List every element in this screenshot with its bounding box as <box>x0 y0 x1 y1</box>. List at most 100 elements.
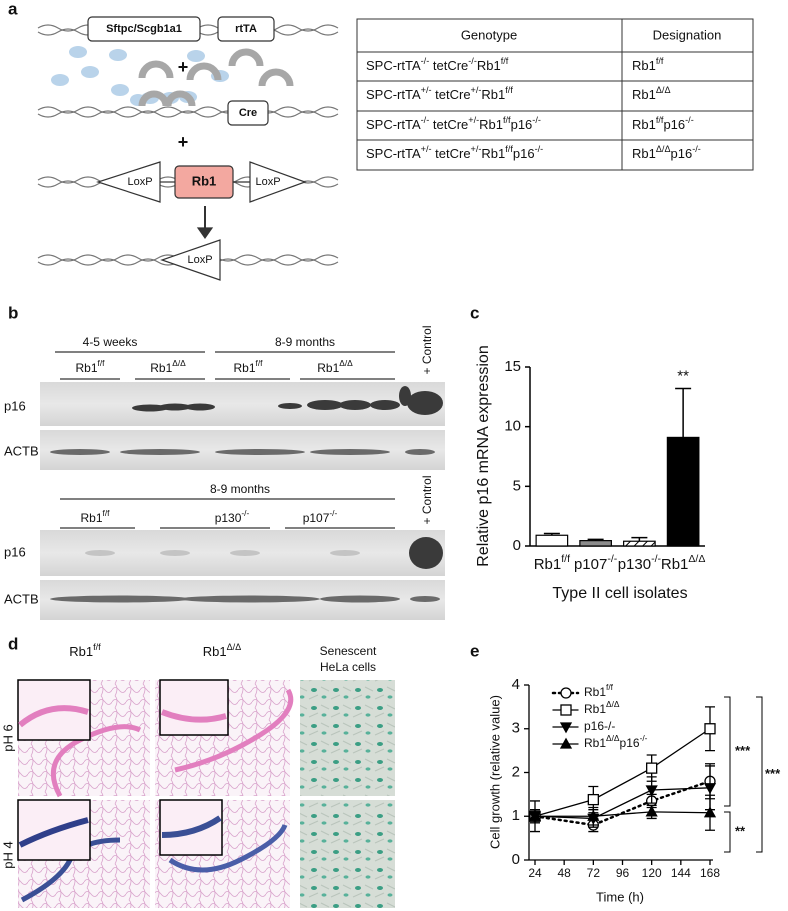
significance: ** <box>677 367 689 384</box>
significance-bracket <box>724 811 731 853</box>
x-tick-label: Rb1f/f <box>534 553 570 573</box>
x-tick-label: 144 <box>671 866 691 880</box>
table-header: Genotype <box>461 27 517 42</box>
loxp-label: LoxP <box>255 176 280 188</box>
text-part: Δ/Δ <box>606 733 620 743</box>
marker <box>703 783 717 795</box>
text-part: SPC-rtTA <box>366 58 421 73</box>
text-part: f/f <box>501 56 509 66</box>
blot-row-label: p16 <box>4 398 26 413</box>
blot-row-label: p16 <box>4 544 26 559</box>
column-label: Senescent <box>320 644 377 658</box>
text-part: p130 <box>215 511 242 525</box>
text-part: Δ/Δ <box>172 358 186 368</box>
series-line <box>534 728 711 817</box>
lane-label: Rb1f/f <box>234 358 264 375</box>
legend-label: Rb1Δ/Δp16-/- <box>584 733 648 750</box>
text-part: Rb1 <box>632 58 656 73</box>
column-label: Rb1Δ/Δ <box>203 642 242 659</box>
text-part: f/f <box>656 56 664 66</box>
series-line <box>533 780 712 827</box>
text-part: SPC-rtTA <box>366 117 421 132</box>
column-label: HeLa cells <box>320 660 376 674</box>
x-tick-label: p130-/- <box>618 553 662 573</box>
lane-label: p130-/- <box>215 508 250 525</box>
y-tick-label: 5 <box>513 477 521 494</box>
text-part: -/- <box>607 553 617 565</box>
text-part: f/f <box>93 642 101 652</box>
text-part: p16 <box>511 117 533 132</box>
legend-label: Rb1Δ/Δ <box>584 699 620 716</box>
text-part: Rb1 <box>81 511 103 525</box>
text-part: Rb1 <box>76 361 98 375</box>
marker <box>587 809 600 821</box>
significance: *** <box>735 743 751 758</box>
text-part: Δ/Δ <box>339 358 353 368</box>
y-tick-label: 3 <box>512 720 520 737</box>
plus-sign: + <box>178 132 189 152</box>
text-part: p16 <box>671 146 693 161</box>
marker <box>645 785 658 797</box>
x-tick-label: 96 <box>616 866 630 880</box>
text-part: f/f <box>256 358 264 368</box>
protein-icons <box>51 46 294 107</box>
text-part: -/- <box>532 115 541 125</box>
lane-label: Rb1Δ/Δ <box>317 358 353 375</box>
text-part: Rb1 <box>584 685 606 699</box>
lane-label: Rb1f/f <box>76 358 106 375</box>
table-cell: SPC-rtTA-/- tetCre+/-Rb1f/fp16-/- <box>366 115 541 132</box>
y-tick-label: 4 <box>512 676 520 693</box>
y-axis-label: Cell growth (relative value) <box>487 695 502 849</box>
text-part: Δ/Δ <box>688 553 705 565</box>
error-bar <box>631 536 648 542</box>
x-tick-label: 48 <box>557 866 571 880</box>
lane-label: Rb1f/f <box>81 508 111 525</box>
marker <box>646 762 658 774</box>
legend-label: p16-/- <box>584 719 615 733</box>
blots <box>40 382 445 620</box>
y-tick-label: 1 <box>512 807 520 824</box>
significance-bracket <box>724 696 731 807</box>
x-tick-label: p107-/- <box>574 553 618 573</box>
text-part: Rb1 <box>584 736 606 750</box>
y-tick-label: 0 <box>512 851 520 868</box>
marker <box>560 687 572 699</box>
text-part: Rb1 <box>632 117 656 132</box>
text-part: p107 <box>303 511 330 525</box>
text-part: Rb1 <box>317 361 339 375</box>
table-cell: Rb1Δ/Δp16-/- <box>632 144 701 161</box>
text-part: tetCre <box>432 146 471 161</box>
text-part: Δ/Δ <box>656 144 671 154</box>
row-label: pH 4 <box>0 841 15 868</box>
text-part: SPC-rtTA <box>366 146 421 161</box>
construct-label: Rb1 <box>192 173 217 188</box>
text-part: f/f <box>103 508 111 518</box>
text-part: Δ/Δ <box>656 85 671 95</box>
genotype-table-grid <box>356 18 754 171</box>
marker <box>703 806 717 818</box>
text-part: -/- <box>535 144 544 154</box>
text-part: -/- <box>329 508 337 518</box>
panel-label: a <box>8 0 18 18</box>
blot-group: 8-9 months <box>275 335 335 349</box>
error-bar <box>587 538 604 541</box>
panel-label: d <box>8 634 18 653</box>
error-bar <box>543 532 560 536</box>
bar <box>666 436 700 547</box>
text-part: Δ/Δ <box>606 699 620 709</box>
text-part: -/- <box>241 508 249 518</box>
text-part: tetCre <box>432 87 471 102</box>
loxp-label: LoxP <box>187 254 212 266</box>
text-part: p16 <box>620 736 640 750</box>
text-part: f/f <box>505 85 513 95</box>
text-part: Rb1 <box>584 702 606 716</box>
y-tick-label: 10 <box>504 418 521 435</box>
text-part: +/- <box>471 85 482 95</box>
panel-label: b <box>8 303 18 322</box>
blot-group: 8-9 months <box>210 482 270 496</box>
table-cell: SPC-rtTA-/- tetCre-/-Rb1f/f <box>366 56 509 73</box>
construct-label: rtTA <box>235 23 257 35</box>
x-tick-label: 72 <box>587 866 601 880</box>
marker <box>587 793 599 806</box>
